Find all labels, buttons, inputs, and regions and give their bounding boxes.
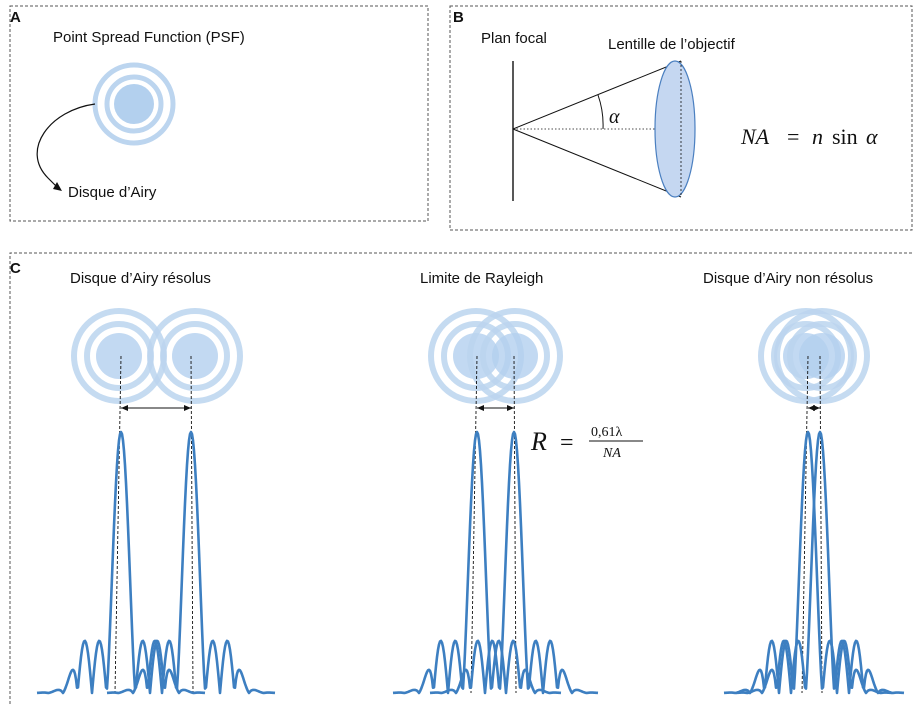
panel-c-frame [9, 252, 912, 704]
rayleigh-formula-denominator: NA [602, 446, 621, 461]
na-formula-alpha: α [866, 124, 878, 149]
separation-head-right-rayleigh [507, 405, 514, 411]
profile-unresolved-2 [735, 430, 905, 695]
profile-rayleigh-1 [392, 430, 562, 695]
na-formula: NA = n sin α [740, 124, 878, 149]
guide-resolved-2 [190, 355, 194, 694]
objective-lens [654, 60, 696, 198]
rayleigh-formula-numerator: 0,61λ [591, 425, 623, 440]
psf-airy-disc [92, 62, 176, 146]
airy-outer-ring [467, 308, 563, 404]
rayleigh-formula: R = 0,61λ NA [530, 425, 643, 461]
cone-lower-edge [512, 128, 682, 198]
panel-a-frame [9, 5, 429, 222]
psf-arrow-head [53, 182, 62, 191]
psf-inner-ring [104, 74, 164, 134]
focal-plane-label: Plan focal [481, 30, 547, 47]
guide-rayleigh-2 [513, 355, 517, 694]
airy-outer-ring [774, 308, 870, 404]
guide-unresolved-2 [819, 355, 823, 694]
airy-disc-rayleigh-2 [467, 308, 563, 404]
airy-inner-ring [160, 321, 230, 391]
na-formula-lhs: NA [740, 124, 770, 149]
cone-upper-edge [512, 60, 682, 130]
case-unresolved-title: Disque d’Airy non résolus [703, 270, 873, 287]
profile-unresolved-1 [723, 430, 893, 695]
angle-symbol: α [609, 106, 620, 128]
guide-resolved-1 [114, 355, 122, 694]
guide-rayleigh-1 [470, 355, 478, 694]
airy-disc-pairs [71, 308, 870, 404]
psf-title: Point Spread Function (PSF) [53, 29, 245, 46]
rayleigh-formula-lhs: R [530, 427, 547, 456]
case-rayleigh-title: Limite de Rayleigh [420, 270, 543, 287]
separation-head-right-unresolved [813, 405, 820, 411]
airy-core [799, 333, 845, 379]
panel-c-letter: C [10, 260, 21, 277]
lens-label: Lentille de l’objectif [608, 36, 736, 53]
guide-unresolved-1 [801, 355, 809, 694]
na-formula-eq: = [787, 124, 799, 149]
na-formula-n: n [812, 124, 823, 149]
airy-core [172, 333, 218, 379]
panel-c: C Disque d’Airy résolus Limite de Raylei… [9, 252, 912, 704]
psf-curved-arrow [36, 103, 96, 189]
rayleigh-formula-eq: = [560, 430, 574, 456]
panel-a-letter: A [10, 9, 21, 26]
peak-guide-lines [114, 355, 823, 694]
psf-core [114, 84, 154, 124]
airy-disc-unresolved-2 [774, 308, 870, 404]
panel-b-frame [449, 5, 913, 231]
case-resolved-title: Disque d’Airy résolus [70, 270, 211, 287]
airy-disc-label: Disque d’Airy [68, 184, 157, 201]
na-formula-sin: sin [832, 124, 858, 149]
separation-head-right-resolved [184, 405, 191, 411]
separation-head-left-resolved [121, 405, 128, 411]
airy-disc-resolved-2 [147, 308, 243, 404]
profile-resolved-2 [106, 430, 276, 695]
panel-b: B Plan focal Lentille de l’objectif α NA… [449, 5, 913, 231]
airy-inner-ring [480, 321, 550, 391]
panel-b-letter: B [453, 9, 464, 26]
panel-a: A Point Spread Function (PSF) Disque d’A… [9, 5, 429, 222]
profile-rayleigh-2 [429, 430, 599, 695]
angle-arc [597, 94, 604, 130]
airy-outer-ring [147, 308, 243, 404]
airy-core [492, 333, 538, 379]
intensity-profiles [36, 430, 905, 695]
airy-core [96, 333, 142, 379]
separation-head-left-rayleigh [477, 405, 484, 411]
airy-inner-ring [787, 321, 857, 391]
